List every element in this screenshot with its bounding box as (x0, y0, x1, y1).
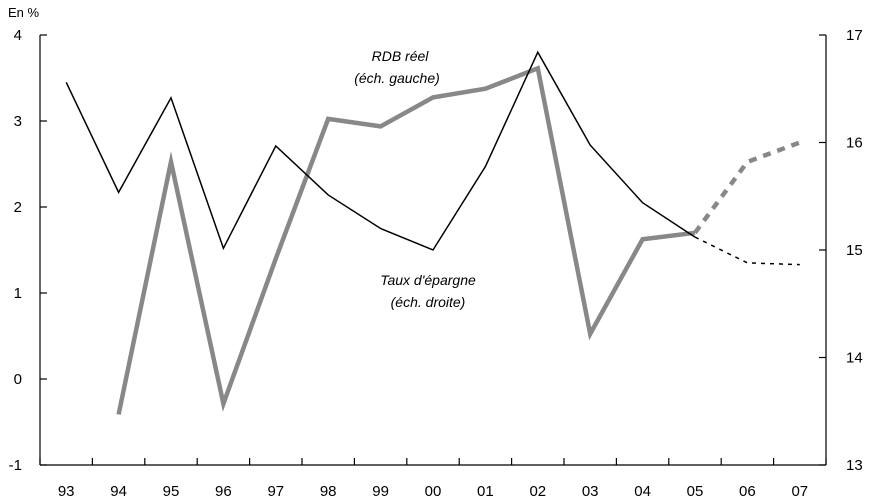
x-tick-label: 97 (267, 483, 284, 500)
x-tick-label: 03 (582, 483, 599, 500)
x-tick-label: 05 (687, 483, 704, 500)
taux-epargne-line-solid (116, 65, 696, 415)
annotation-rdb-scale: (éch. gauche) (354, 70, 440, 86)
x-tick-label: 00 (425, 483, 442, 500)
x-tick-label: 06 (739, 483, 756, 500)
right-tick-label: 15 (846, 242, 863, 259)
left-tick-label: 4 (14, 27, 22, 44)
annotation-rdb-title: RDB réel (372, 48, 430, 64)
x-tick-label: 93 (58, 483, 75, 500)
x-tick-label: 94 (110, 483, 127, 500)
right-tick-label: 17 (846, 27, 863, 44)
right-tick-label: 13 (846, 457, 863, 474)
annotation-taux-title: Taux d'épargne (380, 272, 476, 288)
x-tick-label: 99 (372, 483, 389, 500)
taux-epargne-line-forecast (693, 140, 801, 235)
left-tick-label: -1 (9, 457, 22, 474)
rdb-reel-line-forecast (694, 236, 800, 266)
left-tick-label: 2 (14, 199, 22, 216)
x-tick-label: 95 (163, 483, 180, 500)
left-tick-label: 1 (14, 285, 22, 302)
x-tick-label: 96 (215, 483, 232, 500)
left-tick-label: 3 (14, 113, 22, 130)
unit-label: En % (8, 5, 40, 20)
x-tick-label: 98 (320, 483, 337, 500)
right-tick-label: 16 (846, 135, 863, 152)
x-tick-label: 07 (791, 483, 808, 500)
x-tick-label: 01 (477, 483, 494, 500)
x-tick-label: 04 (634, 483, 651, 500)
right-tick-label: 14 (846, 350, 863, 367)
x-tick-label: 02 (529, 483, 546, 500)
series-layer (65, 50, 801, 415)
annotation-taux-scale: (éch. droite) (391, 294, 466, 310)
left-tick-label: 0 (14, 371, 22, 388)
